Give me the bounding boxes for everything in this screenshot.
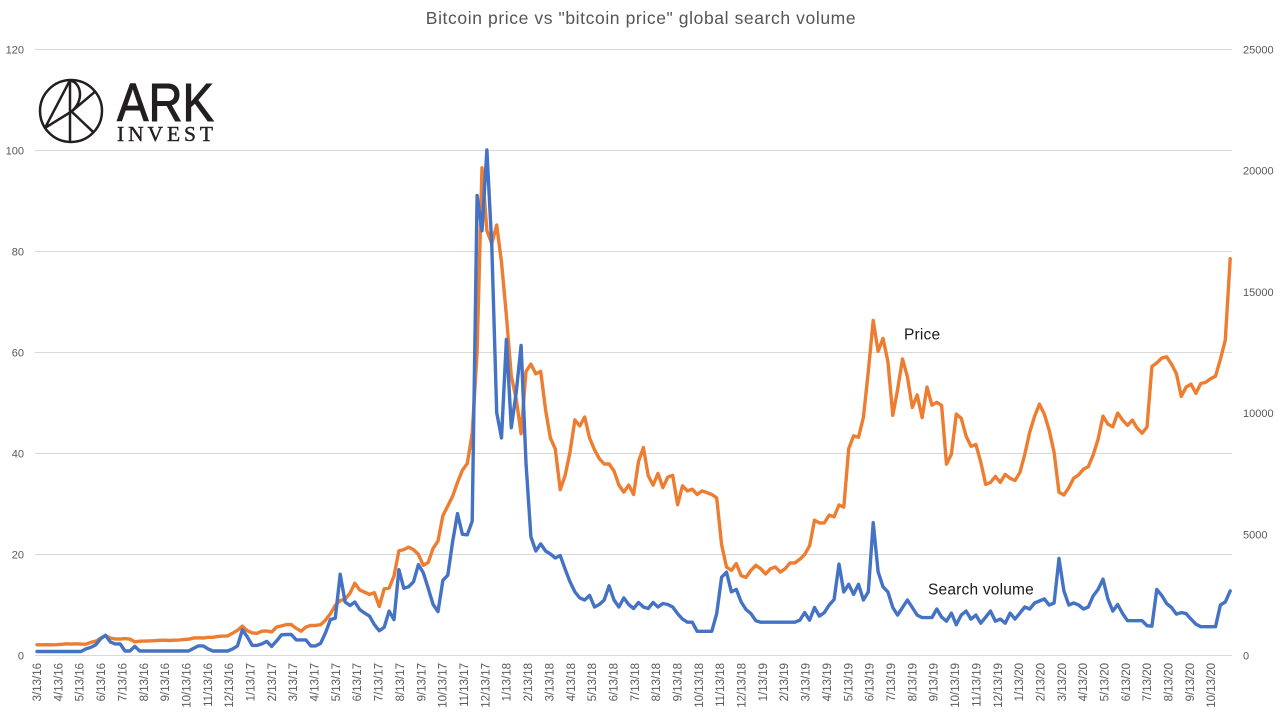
svg-text:4/13/16: 4/13/16 [53, 663, 65, 701]
svg-text:1/13/18: 1/13/18 [502, 663, 514, 701]
svg-text:4/13/20: 4/13/20 [1078, 663, 1090, 701]
svg-text:120: 120 [6, 45, 24, 57]
svg-text:5/13/19: 5/13/19 [843, 663, 855, 701]
svg-text:6/13/16: 6/13/16 [96, 663, 108, 701]
svg-text:9/13/18: 9/13/18 [673, 663, 685, 701]
svg-text:100: 100 [6, 146, 24, 158]
svg-text:5/13/17: 5/13/17 [331, 663, 343, 701]
svg-text:4/13/19: 4/13/19 [822, 663, 834, 701]
svg-text:0: 0 [18, 651, 24, 663]
svg-text:2/13/19: 2/13/19 [779, 663, 791, 701]
svg-text:2/13/17: 2/13/17 [267, 663, 279, 701]
svg-text:4/13/17: 4/13/17 [310, 663, 322, 701]
svg-text:7/13/17: 7/13/17 [374, 663, 386, 701]
svg-text:11/13/17: 11/13/17 [459, 663, 471, 707]
svg-text:25000: 25000 [1243, 45, 1274, 57]
svg-text:6/13/17: 6/13/17 [352, 663, 364, 701]
svg-text:20: 20 [12, 550, 24, 562]
svg-text:60: 60 [12, 348, 24, 360]
svg-text:5/13/16: 5/13/16 [75, 663, 87, 701]
svg-text:3/13/20: 3/13/20 [1057, 663, 1069, 701]
svg-text:8/13/17: 8/13/17 [395, 663, 407, 701]
svg-text:7/13/18: 7/13/18 [630, 663, 642, 701]
svg-text:2/13/18: 2/13/18 [523, 663, 535, 701]
svg-text:1/13/20: 1/13/20 [1014, 663, 1026, 701]
svg-text:12/13/18: 12/13/18 [737, 663, 749, 708]
svg-text:Search volume: Search volume [928, 582, 1034, 599]
svg-text:Price: Price [904, 327, 940, 344]
svg-text:9/13/17: 9/13/17 [416, 663, 428, 701]
svg-text:9/13/20: 9/13/20 [1185, 663, 1197, 701]
svg-text:6/13/20: 6/13/20 [1121, 663, 1133, 701]
svg-text:10/13/17: 10/13/17 [438, 663, 450, 708]
svg-text:7/13/20: 7/13/20 [1142, 663, 1154, 701]
svg-text:3/13/17: 3/13/17 [288, 663, 300, 701]
svg-text:1/13/19: 1/13/19 [758, 663, 770, 701]
svg-text:7/13/19: 7/13/19 [886, 663, 898, 701]
svg-text:8/13/16: 8/13/16 [139, 663, 151, 701]
svg-text:10/13/18: 10/13/18 [694, 663, 706, 708]
svg-text:3/13/18: 3/13/18 [544, 663, 556, 701]
svg-text:5000: 5000 [1243, 529, 1267, 541]
svg-text:8/13/19: 8/13/19 [907, 663, 919, 701]
svg-text:ARK: ARK [117, 73, 214, 133]
svg-text:5/13/18: 5/13/18 [587, 663, 599, 701]
svg-text:5/13/20: 5/13/20 [1100, 663, 1112, 701]
svg-text:8/13/18: 8/13/18 [651, 663, 663, 701]
svg-text:2/13/20: 2/13/20 [1036, 663, 1048, 701]
svg-text:0: 0 [1243, 651, 1249, 663]
svg-text:6/13/19: 6/13/19 [865, 663, 877, 701]
svg-text:9/13/19: 9/13/19 [929, 663, 941, 701]
svg-text:40: 40 [12, 449, 24, 461]
svg-text:80: 80 [12, 247, 24, 259]
svg-text:6/13/18: 6/13/18 [609, 663, 621, 701]
svg-text:8/13/20: 8/13/20 [1164, 663, 1176, 701]
svg-text:9/13/16: 9/13/16 [160, 663, 172, 701]
svg-text:10/13/20: 10/13/20 [1206, 663, 1218, 708]
svg-text:20000: 20000 [1243, 166, 1274, 178]
svg-text:11/13/19: 11/13/19 [971, 663, 983, 707]
svg-text:1/13/17: 1/13/17 [246, 663, 258, 701]
svg-text:10/13/16: 10/13/16 [182, 663, 194, 708]
svg-text:7/13/16: 7/13/16 [117, 663, 129, 701]
svg-text:3/13/19: 3/13/19 [801, 663, 813, 701]
svg-text:12/13/19: 12/13/19 [993, 663, 1005, 708]
svg-text:11/13/18: 11/13/18 [715, 663, 727, 707]
svg-text:4/13/18: 4/13/18 [566, 663, 578, 701]
svg-text:Bitcoin price vs "bitcoin pric: Bitcoin price vs "bitcoin price" global … [426, 8, 856, 28]
svg-text:15000: 15000 [1243, 287, 1274, 299]
svg-text:10000: 10000 [1243, 408, 1274, 420]
svg-text:11/13/16: 11/13/16 [203, 663, 215, 707]
svg-text:12/13/16: 12/13/16 [224, 663, 236, 708]
svg-text:12/13/17: 12/13/17 [480, 663, 492, 708]
svg-text:3/13/16: 3/13/16 [32, 663, 44, 701]
svg-text:10/13/19: 10/13/19 [950, 663, 962, 708]
